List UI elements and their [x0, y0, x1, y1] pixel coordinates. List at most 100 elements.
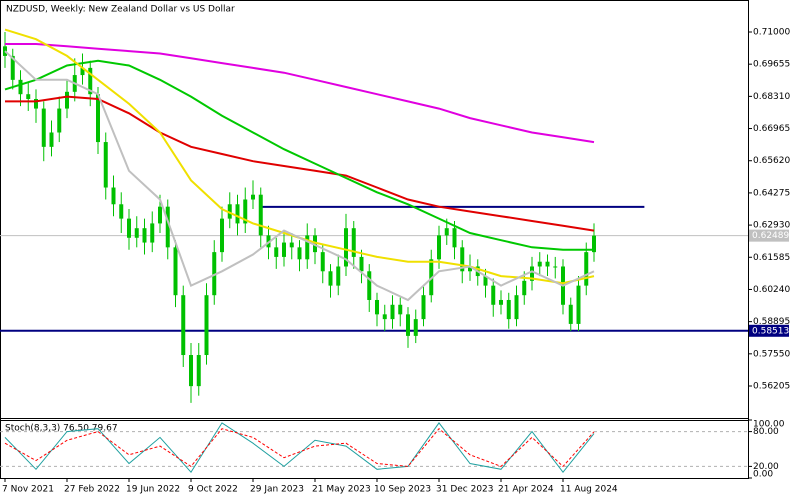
- candle-body: [499, 299, 503, 305]
- candle-body: [367, 271, 372, 300]
- moving-average: [5, 43, 595, 144]
- candle-body: [468, 266, 472, 272]
- level-label: 0.62489: [752, 231, 789, 241]
- y-tick-label: 100.00: [753, 420, 785, 430]
- candle-body: [243, 199, 248, 224]
- candle-body: [444, 228, 449, 236]
- candle-body: [545, 261, 550, 267]
- candle-body: [173, 247, 178, 296]
- x-tick-label: 27 Feb 2022: [64, 485, 120, 495]
- x-tick-label: 7 Nov 2021: [2, 485, 54, 495]
- candle-body: [103, 142, 108, 188]
- x-tick-label: 10 Sep 2023: [374, 485, 431, 495]
- candle-body: [320, 252, 325, 272]
- candle-body: [189, 355, 193, 387]
- y-tick-label: 20.00: [753, 462, 779, 472]
- candle-body: [584, 252, 589, 286]
- candle-body: [437, 235, 441, 260]
- x-tick-label: 9 Oct 2022: [188, 485, 238, 495]
- moving-average: [5, 95, 595, 232]
- candle-body: [212, 252, 217, 296]
- y-tick-label: 0.65620: [753, 156, 790, 166]
- indicator-title: Stoch(8,3,3) 76.50 79.67: [5, 424, 118, 434]
- candle-body: [413, 319, 418, 336]
- candle-body: [289, 242, 294, 248]
- candle-body: [10, 55, 15, 80]
- candle-body: [390, 304, 395, 320]
- candle-body: [375, 299, 379, 315]
- candle-body: [568, 304, 573, 324]
- x-tick-label: 21 May 2023: [312, 485, 371, 495]
- moving-average: [4, 50, 595, 302]
- frame: [0, 0, 749, 479]
- y-tick-label: 0.58895: [753, 317, 790, 327]
- candle-body: [49, 132, 54, 147]
- candle-body: [344, 228, 348, 267]
- stochastic-line: [4, 422, 595, 474]
- y-tick-label: 0.69655: [753, 60, 790, 70]
- candle-body: [530, 266, 534, 281]
- candle-body: [406, 314, 410, 336]
- candle-body: [96, 94, 100, 143]
- y-tick-label: 0.57550: [753, 349, 790, 359]
- candle-body: [553, 266, 558, 268]
- candle-body: [196, 355, 201, 387]
- candle-body: [227, 204, 232, 219]
- candle-body: [460, 247, 465, 272]
- candle-body: [328, 271, 333, 286]
- candle-body: [258, 194, 263, 236]
- level-label-box: [749, 229, 789, 242]
- x-tick-label: 19 Jun 2022: [126, 485, 180, 495]
- candle-body: [251, 194, 255, 200]
- x-tick-label: 11 Aug 2024: [560, 485, 618, 495]
- y-tick-label: 0.00: [753, 470, 773, 480]
- candle-body: [537, 261, 542, 267]
- candle-body: [274, 247, 279, 257]
- candle-body: [18, 79, 23, 95]
- x-tick-label: 21 Apr 2024: [498, 485, 554, 495]
- y-tick-label: 0.66965: [753, 124, 790, 134]
- candle-body: [452, 228, 457, 248]
- y-tick-label: 0.60240: [753, 285, 790, 295]
- y-tick-label: 0.56205: [753, 382, 790, 392]
- y-tick-label: 0.64275: [753, 188, 790, 198]
- candle-body: [514, 295, 519, 320]
- y-tick-label: 0.68310: [753, 92, 790, 102]
- candle-body: [150, 223, 155, 243]
- candle-body: [41, 108, 46, 147]
- candle-body: [522, 280, 527, 296]
- moving-average: [4, 59, 594, 251]
- candle-body: [65, 91, 69, 109]
- candle-body: [336, 266, 341, 286]
- candle-body: [359, 256, 364, 272]
- candle-body: [26, 94, 31, 99]
- y-tick-label: 0.61585: [753, 253, 790, 263]
- x-tick-label: 29 Jan 2023: [250, 485, 304, 495]
- level-label-box: [749, 324, 789, 337]
- x-tick-label: 31 Dec 2023: [436, 485, 494, 495]
- level-label: 0.58513: [752, 326, 789, 336]
- y-tick-label: 0.62930: [753, 221, 790, 231]
- candle-body: [80, 67, 85, 76]
- candle-body: [235, 204, 240, 224]
- candle-body: [204, 295, 209, 356]
- chart-title: NZDUSD, Weekly: New Zealand Dollar vs US…: [6, 5, 235, 15]
- stochastic-line: [4, 427, 595, 468]
- candle-body: [576, 285, 581, 324]
- candle-body: [57, 108, 62, 133]
- candle-body: [398, 304, 403, 315]
- candle-body: [592, 235, 596, 253]
- candle-body: [158, 206, 162, 224]
- candle-body: [421, 295, 426, 320]
- y-tick-label: 80.00: [753, 427, 779, 437]
- candle-body: [220, 218, 224, 253]
- candle-body: [142, 228, 147, 243]
- candle-body: [134, 228, 139, 238]
- candle-body: [181, 295, 186, 356]
- candle-body: [506, 299, 511, 320]
- candle-body: [297, 247, 302, 260]
- candle-body: [119, 204, 124, 219]
- candle-body: [127, 218, 131, 238]
- candle-body: [483, 276, 488, 286]
